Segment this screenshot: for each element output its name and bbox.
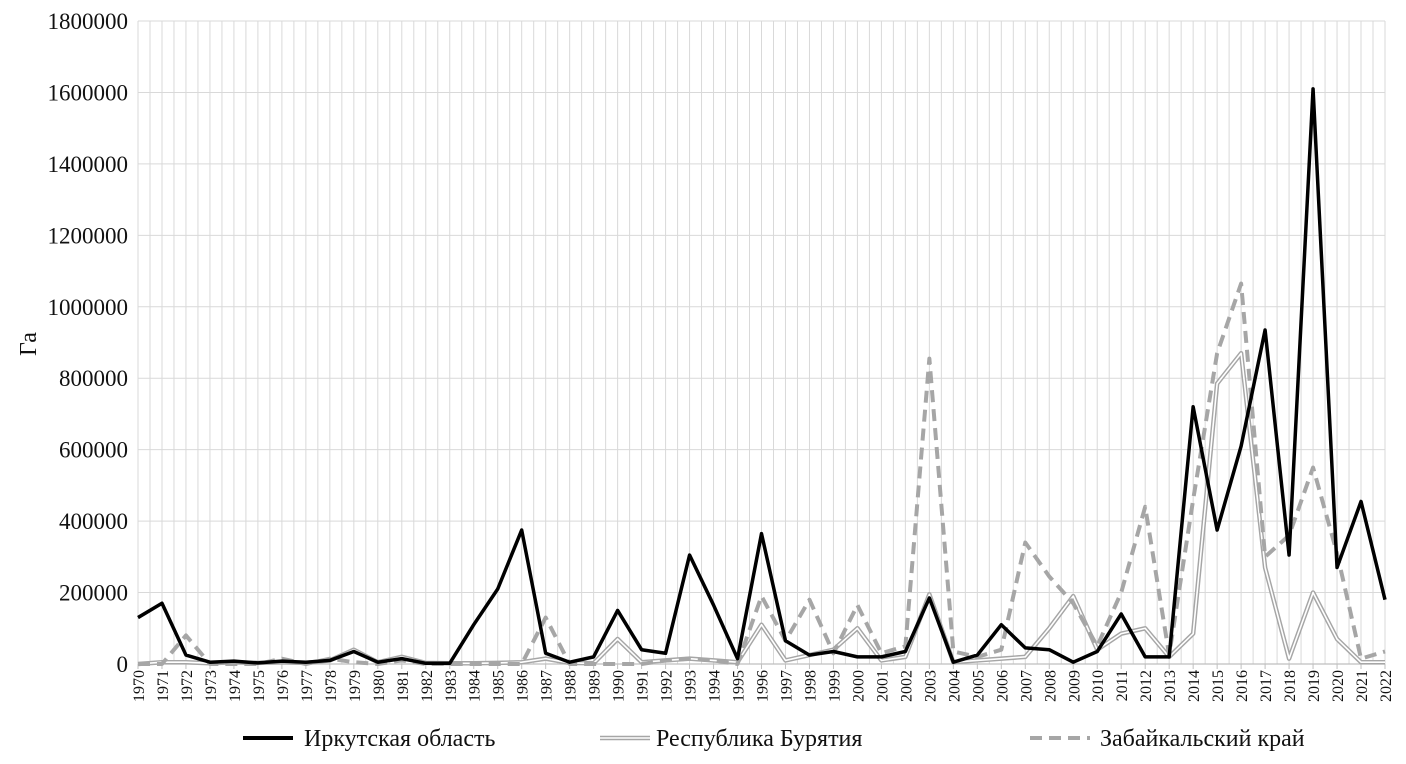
x-tick-label: 1977 — [299, 670, 316, 702]
x-tick-label: 2003 — [922, 670, 939, 702]
y-tick-label: 600000 — [59, 438, 128, 463]
legend-entry: Иркутская область — [243, 726, 495, 752]
x-tick-label: 1984 — [467, 670, 484, 702]
x-tick-label: 1973 — [203, 670, 220, 702]
y-tick-label: 800000 — [59, 366, 128, 391]
legend: Иркутская область Республика Бурятия Забай… — [243, 726, 1305, 752]
y-axis-title: Га — [16, 332, 42, 356]
x-tick-label: 2016 — [1234, 670, 1251, 702]
x-tick-label: 1974 — [227, 670, 244, 702]
x-tick-label: 1987 — [539, 670, 556, 702]
x-tick-label: 1978 — [323, 670, 340, 702]
x-tick-label: 1982 — [419, 670, 436, 702]
x-tick-label: 2012 — [1138, 670, 1155, 702]
x-tick-label: 2017 — [1258, 670, 1275, 702]
x-tick-label: 1985 — [491, 670, 508, 702]
grid — [137, 20, 1386, 665]
y-tick-label: 1000000 — [48, 295, 129, 320]
x-tick-label: 1970 — [131, 670, 148, 702]
x-tick-label: 1971 — [155, 670, 172, 702]
series — [137, 87, 1387, 667]
x-tick-label: 2014 — [1186, 670, 1203, 702]
x-tick-label: 1991 — [635, 670, 652, 702]
x-tick-label: 2022 — [1378, 670, 1395, 702]
x-tick-label: 2019 — [1306, 670, 1323, 702]
legend-label: Забайкальский край — [1100, 726, 1305, 752]
x-tick-label: 1998 — [802, 670, 819, 702]
x-tick-label: 2013 — [1162, 670, 1179, 702]
y-tick-label: 1200000 — [48, 223, 129, 248]
x-tick-label: 2005 — [970, 670, 987, 702]
x-tick-label: 1990 — [611, 670, 628, 702]
y-tick-label: 1800000 — [48, 9, 129, 34]
x-tick-label: 2002 — [898, 670, 915, 702]
series-3 — [138, 281, 1386, 666]
x-tick-label: 1994 — [707, 670, 724, 702]
x-tick-label: 1976 — [275, 670, 292, 702]
axes: 0 200000 400000 600000 800000 1000000 1200000 1… — [48, 9, 1396, 702]
x-tick-label: 1975 — [251, 670, 268, 702]
x-tick-label: 1979 — [347, 670, 364, 702]
x-tick-label: 2004 — [946, 670, 963, 702]
x-tick-label: 2021 — [1354, 670, 1371, 702]
x-tick-label: 2006 — [994, 670, 1011, 702]
x-tick-label: 1992 — [659, 670, 676, 702]
x-tick-label: 1997 — [778, 670, 795, 702]
series-1 — [137, 87, 1387, 666]
x-tick-label: 2015 — [1210, 670, 1227, 702]
x-tick-label: 1988 — [563, 670, 580, 702]
x-tick-label: 2020 — [1330, 670, 1347, 702]
x-tick-label: 1986 — [515, 670, 532, 702]
y-tick-label: 0 — [117, 652, 129, 677]
x-tick-label: 2010 — [1090, 670, 1107, 702]
y-tick-label: 1400000 — [48, 152, 129, 177]
legend-label: Республика Бурятия — [656, 726, 862, 752]
legend-label: Иркутская область — [304, 726, 495, 752]
x-tick-label: 1981 — [395, 670, 412, 702]
x-tick-label: 1995 — [731, 670, 748, 702]
x-tick-label: 1996 — [755, 670, 772, 702]
x-tick-label: 2000 — [850, 670, 867, 702]
x-tick-label: 1980 — [371, 670, 388, 702]
x-tick-label: 2009 — [1066, 670, 1083, 702]
series-line — [137, 87, 1387, 666]
x-tick-label: 2018 — [1282, 670, 1299, 702]
y-tick-label: 1600000 — [48, 80, 129, 105]
x-tick-label: 1983 — [443, 670, 460, 702]
y-tick-label: 400000 — [59, 509, 128, 534]
legend-entry: Республика Бурятия — [600, 726, 862, 752]
x-tick-label: 1999 — [826, 670, 843, 702]
y-tick-label: 200000 — [59, 581, 128, 606]
x-tick-label: 2011 — [1114, 670, 1131, 701]
x-tick-label: 1993 — [683, 670, 700, 702]
x-tick-label: 2008 — [1042, 670, 1059, 702]
x-tick-label: 1972 — [179, 670, 196, 702]
legend-entry: Забайкальский край — [1030, 726, 1305, 752]
series-line — [138, 281, 1386, 666]
x-tick-label: 2001 — [874, 670, 891, 702]
x-tick-label: 1989 — [587, 670, 604, 702]
x-tick-label: 2007 — [1018, 670, 1035, 702]
